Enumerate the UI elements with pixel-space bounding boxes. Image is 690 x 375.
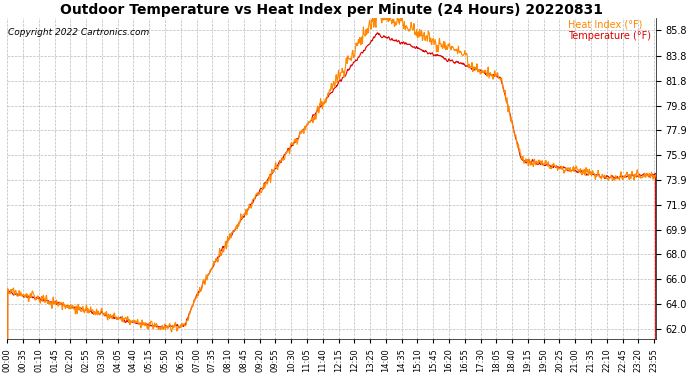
Title: Outdoor Temperature vs Heat Index per Minute (24 Hours) 20220831: Outdoor Temperature vs Heat Index per Mi…: [60, 3, 603, 17]
Legend: Heat Index (°F), Temperature (°F): Heat Index (°F), Temperature (°F): [566, 20, 651, 41]
Text: Copyright 2022 Cartronics.com: Copyright 2022 Cartronics.com: [8, 28, 149, 37]
